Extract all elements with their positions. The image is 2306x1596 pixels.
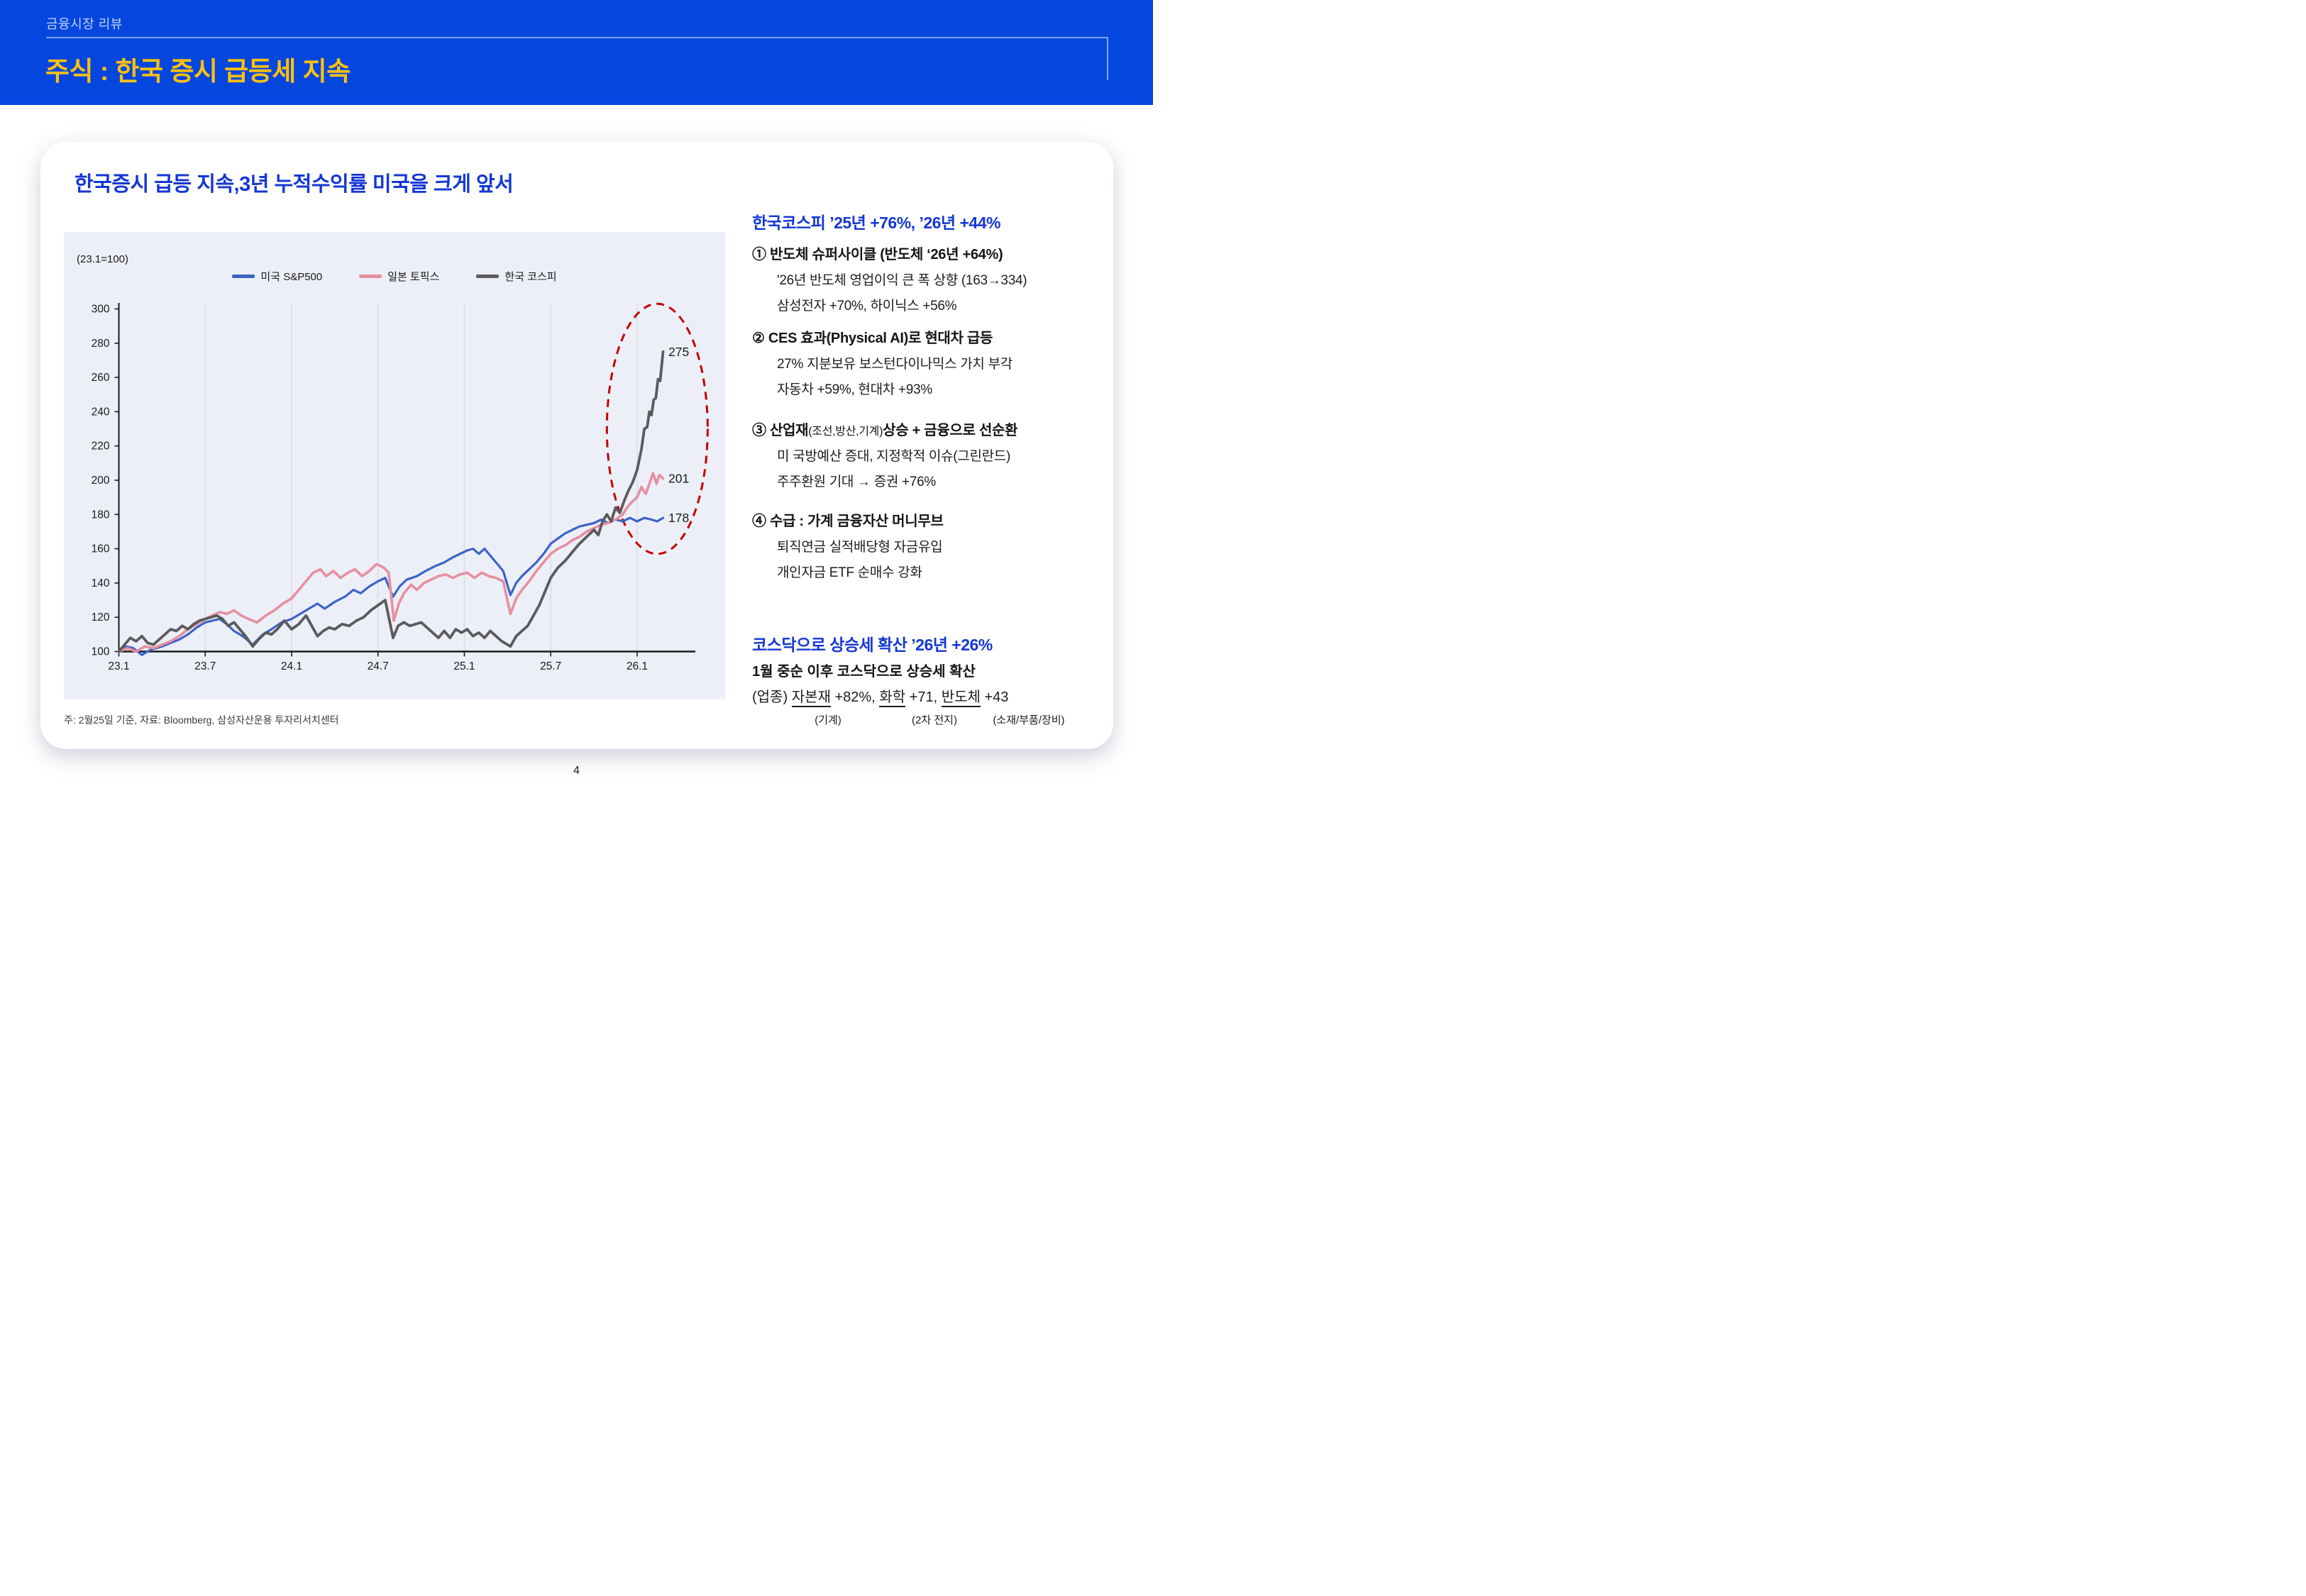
section-2-line-1: 27% 지분보유 보스턴다이나믹스 가치 부각	[777, 357, 1013, 372]
slide-header: 금융시장 리뷰 주식 : 한국 증시 급등세 지속	[0, 0, 1153, 105]
source-footnote: 주: 2월25일 기준, 자료: Bloomberg, 삼성자산운용 투자리서치…	[64, 714, 339, 726]
y-tick-label-240: 240	[92, 406, 110, 418]
legend-label: 일본 토픽스	[387, 271, 440, 283]
y-tick-label-100: 100	[92, 646, 110, 658]
y-tick-label-260: 260	[92, 372, 110, 384]
y-tick-label-300: 300	[92, 304, 110, 316]
series-line-sp500	[117, 516, 665, 656]
section-2-line-2: 자동차 +59%, 현대차 +93%	[777, 382, 932, 397]
section-3-line-2: 주주환원 기대 → 증권 +76%	[777, 475, 936, 489]
kosdaq-sector-line: (업종) 자본재 +82%, 화학 +71, 반도체 +43	[752, 685, 1008, 707]
section-4-line-2: 개인자금 ETF 순매수 강화	[777, 565, 922, 580]
commentary-panel: 한국코스피 ’25년 +76%, ’26년 +44% ① 반도체 슈퍼사이클 (…	[752, 206, 1107, 745]
section-2-title: ② CES 효과(Physical AI)로 현대차 급등	[752, 331, 993, 346]
end-value-label-topix: 201	[668, 472, 689, 486]
y-tick-label-220: 220	[92, 440, 110, 453]
chart-legend: 미국 S&P500 일본 토픽스 한국 코스피	[64, 269, 725, 284]
legend-item-kospi: 한국 코스피	[476, 269, 557, 284]
section-4-title: ④ 수급 : 가계 금융자산 머니무브	[752, 514, 944, 529]
y-tick-label-280: 280	[92, 338, 110, 350]
section-3-title: ③ 산업재(조선,방산,기계)상승 + 금융으로 선순환	[752, 423, 1018, 438]
section-3-line-1: 미 국방예산 증대, 지정학적 이슈(그린란드)	[777, 449, 1011, 464]
sp500-line-swatch	[232, 275, 255, 278]
sector-caption-machinery: (기계)	[815, 714, 842, 726]
y-tick-label-140: 140	[92, 577, 110, 589]
sector-semiconductor: 반도체	[941, 689, 981, 707]
x-tick-label-24.7: 24.7	[368, 660, 389, 672]
x-tick-label-26.1: 26.1	[627, 660, 648, 672]
x-tick-label-25.7: 25.7	[540, 660, 561, 672]
end-value-label-kospi: 275	[668, 345, 689, 359]
sector-caption-materials: (소재/부품/장비)	[993, 714, 1065, 726]
surge-highlight-ellipse	[605, 302, 709, 555]
legend-item-sp500: 미국 S&P500	[232, 269, 322, 284]
y-tick-label-180: 180	[92, 509, 110, 521]
index-line-chart: 100 120 140 160 180 200 220 240 260 280 300 23.1 23.…	[92, 302, 709, 672]
x-tick-label-23.1: 23.1	[108, 660, 129, 672]
kospi-line-swatch	[476, 275, 500, 278]
y-tick-label-160: 160	[92, 543, 110, 555]
section-1-title: ① 반도체 슈퍼사이클 (반도체 ‘26년 +64%)	[752, 247, 1003, 262]
page-title: 주식 : 한국 증시 급등세 지속	[45, 57, 351, 86]
sector-chemicals: 화학	[879, 689, 906, 707]
index-chart-panel: (23.1=100) 미국 S&P500 일본 토픽스 한국 코스피 100 12…	[64, 232, 725, 699]
header-rule-corner	[1107, 37, 1108, 80]
x-tick-label-23.7: 23.7	[194, 660, 216, 672]
legend-item-topix: 일본 토픽스	[359, 269, 439, 284]
chart-section-title: 한국증시 급등 지속,3년 누적수익률 미국을 크게 앞서	[75, 173, 514, 196]
x-tick-label-24.1: 24.1	[281, 660, 302, 672]
header-rule	[46, 37, 1108, 38]
legend-label: 미국 S&P500	[260, 271, 323, 283]
sector-capital-goods: 자본재	[791, 689, 831, 707]
kospi-return-heading: 한국코스피 ’25년 +76%, ’26년 +44%	[752, 214, 1000, 232]
end-value-label-sp500: 178	[668, 511, 689, 525]
y-tick-label-120: 120	[92, 611, 110, 624]
section-3-title-detail: (조선,방산,기계)	[808, 426, 883, 438]
kosdaq-spread-line: 1월 중순 이후 코스닥으로 상승세 확산	[752, 664, 976, 680]
section-1-line-2: 삼성전자 +70%, 하이닉스 +56%	[777, 299, 957, 314]
x-tick-label-25.1: 25.1	[453, 660, 475, 672]
sector-caption-battery: (2차 전지)	[912, 714, 957, 726]
section-1-line-1: '26년 반도체 영업이익 큰 폭 상향 (163→334)	[777, 273, 1027, 288]
series-line-kospi	[117, 350, 665, 653]
report-series-label: 금융시장 리뷰	[46, 17, 123, 31]
section-4-line-1: 퇴직연금 실적배당형 자금유입	[777, 540, 943, 555]
page-number: 4	[573, 765, 580, 777]
y-tick-label-200: 200	[92, 475, 110, 487]
chart-unit-note: (23.1=100)	[77, 253, 128, 265]
legend-label: 한국 코스피	[504, 271, 557, 283]
topix-line-swatch	[359, 275, 382, 278]
kosdaq-heading: 코스닥으로 상승세 확산 ’26년 +26%	[752, 636, 993, 654]
